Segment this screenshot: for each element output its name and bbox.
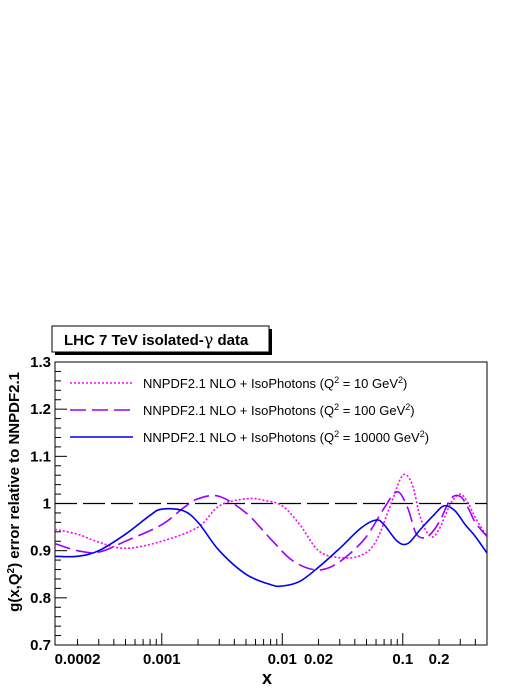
legend-label-part: = 100 GeV — [339, 403, 405, 418]
series-layer — [55, 473, 487, 588]
tick-layer — [55, 361, 488, 646]
legend-label-part: ) — [425, 430, 429, 445]
y-tick-label: 1.1 — [30, 448, 51, 465]
legend-label-sup: 2 — [334, 402, 339, 412]
y-axis-title-prefix: g(x,Q — [6, 573, 23, 612]
legend: NNPDF2.1 NLO + IsoPhotons (Q2 = 10 GeV2)… — [70, 375, 429, 445]
series-line-1 — [55, 473, 487, 559]
legend-label-part: = 10 GeV — [339, 376, 398, 391]
series-line-2 — [55, 490, 487, 571]
legend-label-part: NNPDF2.1 NLO + IsoPhotons (Q — [143, 430, 334, 445]
y-tick-label: 0.8 — [30, 590, 51, 607]
legend-label-sup: 2 — [334, 375, 339, 385]
chart-title-main: LHC 7 TeV isolated- — [64, 332, 204, 349]
legend-label-sup: 2 — [420, 429, 425, 439]
y-tick-label: 1.3 — [30, 354, 51, 371]
legend-label-1: NNPDF2.1 NLO + IsoPhotons (Q2 = 10 GeV2) — [143, 375, 407, 391]
x-tick-label: 0.2 — [429, 651, 450, 668]
y-tick-label: 1.2 — [30, 401, 51, 418]
x-tick-label: 0.001 — [143, 651, 181, 668]
y-axis-title-suffix: ) error relative to NNPDF2.1 — [6, 372, 23, 568]
x-tick-label: 0.0002 — [55, 651, 101, 668]
legend-label-part: ) — [410, 403, 414, 418]
legend-label-sup: 2 — [405, 402, 410, 412]
legend-label-part: NNPDF2.1 NLO + IsoPhotons (Q — [143, 376, 334, 391]
y-tick-label: 0.9 — [30, 543, 51, 560]
tick-label-layer: 0.7 0.8 0.9 1 1.1 1.2 1.3 0.0002 0.001 0.01 0.02 0.… — [30, 354, 449, 668]
x-axis-title: x — [262, 668, 272, 688]
series-line-3 — [55, 504, 487, 588]
y-axis-title-sup: 2 — [6, 567, 17, 573]
y-axis-title: g(x,Q2) error relative to NNPDF2.1 — [6, 372, 24, 612]
x-tick-label: 0.02 — [304, 651, 333, 668]
y-tick-label: 0.7 — [30, 637, 51, 654]
legend-label-sup: 2 — [334, 429, 339, 439]
legend-label-sup: 2 — [398, 375, 403, 385]
legend-label-3: NNPDF2.1 NLO + IsoPhotons (Q2 = 10000 Ge… — [143, 429, 429, 445]
chart-title: LHC 7 TeV isolated-γ data — [64, 330, 249, 349]
chart-title-greek: γ — [204, 330, 214, 349]
legend-label-2: NNPDF2.1 NLO + IsoPhotons (Q2 = 100 GeV2… — [143, 402, 415, 418]
chart-title-tail: data — [213, 332, 249, 349]
legend-label-part: = 10000 GeV — [339, 430, 420, 445]
legend-label-part: ) — [403, 376, 407, 391]
y-tick-label: 1 — [43, 496, 51, 513]
x-tick-label: 0.1 — [392, 651, 413, 668]
x-tick-label: 0.01 — [268, 651, 297, 668]
legend-label-part: NNPDF2.1 NLO + IsoPhotons (Q — [143, 403, 334, 418]
title-box — [51, 325, 270, 353]
